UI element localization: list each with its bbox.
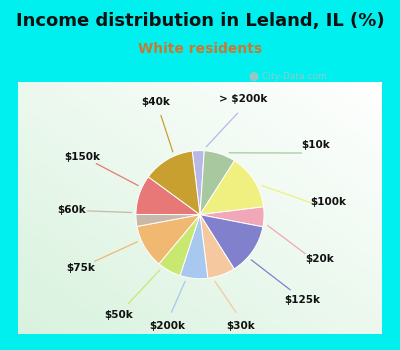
Text: $100k: $100k [310,197,346,207]
Wedge shape [200,215,263,269]
Wedge shape [200,161,264,215]
Wedge shape [200,151,234,215]
Text: ⬤ City-Data.com: ⬤ City-Data.com [249,72,327,81]
Wedge shape [159,215,200,275]
Text: > $200k: > $200k [218,94,267,104]
Wedge shape [136,177,200,215]
Wedge shape [148,151,200,215]
Wedge shape [200,215,234,278]
Text: $10k: $10k [301,140,330,149]
Wedge shape [192,150,204,215]
Text: $200k: $200k [150,321,186,331]
Text: $40k: $40k [141,97,170,107]
Text: $125k: $125k [284,295,320,305]
Text: $150k: $150k [64,152,100,162]
Text: $30k: $30k [227,321,255,331]
Text: Income distribution in Leland, IL (%): Income distribution in Leland, IL (%) [16,12,384,30]
Wedge shape [137,215,200,264]
Wedge shape [200,207,264,227]
Wedge shape [180,215,208,279]
Text: $75k: $75k [66,262,95,273]
Text: $60k: $60k [58,205,86,215]
Wedge shape [136,215,200,226]
Text: $20k: $20k [305,254,334,264]
Text: White residents: White residents [138,42,262,56]
Text: $50k: $50k [104,310,133,321]
